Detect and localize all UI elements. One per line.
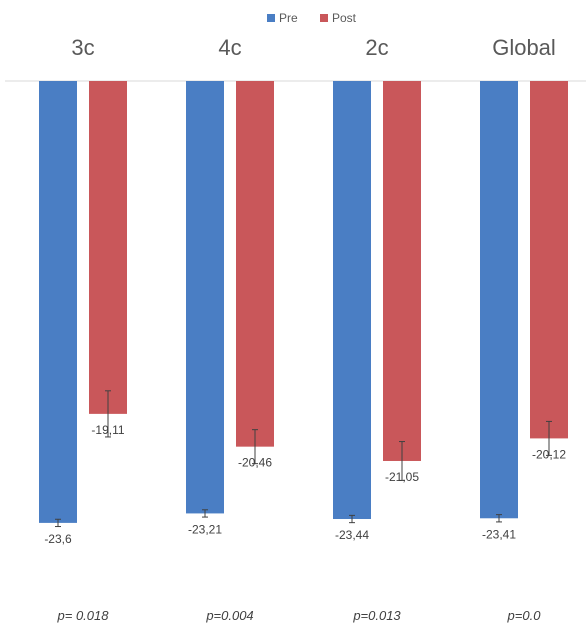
bar-pre-3c (39, 81, 77, 523)
bar-pre-4c (186, 81, 224, 514)
legend-swatch-pre (267, 14, 275, 22)
bar-post-2c (383, 81, 421, 461)
bar-pre-global (480, 81, 518, 519)
category-label-global: Global (492, 35, 556, 60)
category-label-3c: 3c (71, 35, 94, 60)
data-labels: -23,6 -19,11 -23,21 -20,46 -23,44 -21,05 -23,4… (44, 423, 566, 546)
error-bar-pre-2c (349, 514, 355, 524)
legend-label-post: Post (332, 11, 357, 25)
data-label-pre-4c: -23,21 (188, 522, 222, 536)
p-value-4c: p=0.004 (205, 608, 253, 623)
data-label-post-2c: -21,05 (385, 470, 419, 484)
error-bar-post-2c (399, 441, 405, 481)
error-bar-pre-global (496, 514, 502, 523)
p-value-global: p=0.0 (507, 608, 542, 623)
category-label-2c: 2c (365, 35, 388, 60)
category-label-4c: 4c (218, 35, 241, 60)
error-bar-post-global (546, 420, 552, 456)
data-label-pre-2c: -23,44 (335, 528, 369, 542)
bar-post-3c (89, 81, 127, 414)
data-label-pre-3c: -23,6 (44, 532, 72, 546)
error-bar-pre-3c (55, 518, 61, 528)
p-value-3c: p= 0.018 (57, 608, 110, 623)
error-bar-pre-4c (202, 509, 208, 518)
legend-swatch-post (320, 14, 328, 22)
category-labels: 3c 4c 2c Global (71, 35, 555, 60)
error-bar-post-4c (252, 429, 258, 465)
p-values: p= 0.018 p=0.004 p=0.013 p=0.0 (57, 608, 542, 623)
legend-label-pre: Pre (279, 11, 298, 25)
legend: Pre Post (267, 11, 357, 25)
p-value-2c: p=0.013 (352, 608, 401, 623)
data-label-post-3c: -19,11 (91, 423, 124, 437)
data-label-post-4c: -20,46 (238, 456, 272, 470)
bar-pre-2c (333, 81, 371, 520)
bar-post-global (530, 81, 568, 439)
data-label-pre-global: -23,41 (482, 527, 516, 541)
bars (39, 81, 568, 528)
error-bar-post-3c (105, 390, 111, 438)
bar-post-4c (236, 81, 274, 447)
data-label-post-global: -20,12 (532, 447, 566, 461)
